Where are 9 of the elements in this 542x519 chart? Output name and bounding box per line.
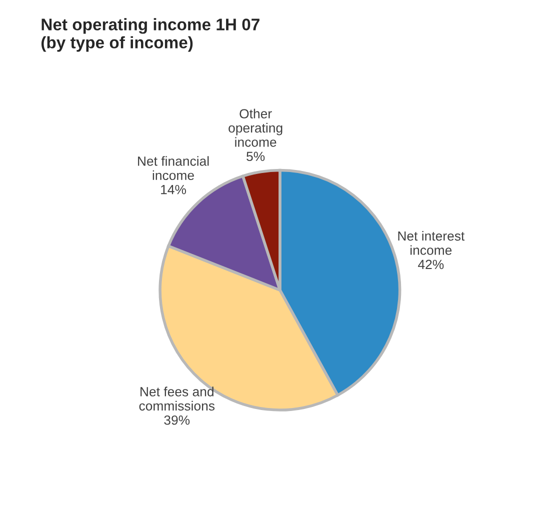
slice-label: Net interest income xyxy=(398,231,465,255)
data-label: 5% xyxy=(246,152,265,162)
data-label: 14% xyxy=(161,184,186,194)
slice-label: Other operating income xyxy=(228,108,282,147)
slice-label: Net fees and commissions xyxy=(139,386,215,411)
slice-label: Net financial income xyxy=(138,156,209,180)
data-label: 39% xyxy=(164,415,190,425)
data-label: 42% xyxy=(418,260,444,270)
chart-title: Net operating income 1H 07 (by type of income) xyxy=(41,18,260,52)
